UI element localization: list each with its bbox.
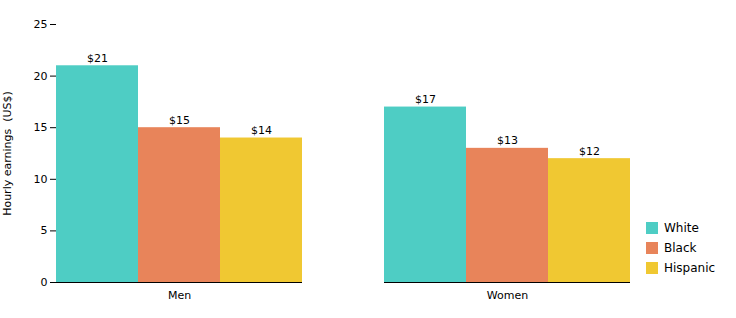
svg-text:Men: Men <box>168 289 191 302</box>
svg-text:Women: Women <box>487 289 528 302</box>
svg-text:15: 15 <box>34 121 48 134</box>
svg-text:$12: $12 <box>579 145 600 158</box>
svg-text:Hourly earnings (US$): Hourly earnings (US$) <box>1 91 14 216</box>
html-text:Black: Black <box>664 241 697 255</box>
svg-text:10: 10 <box>34 173 48 186</box>
svg-text:$15: $15 <box>169 114 190 127</box>
html-text:White: White <box>664 221 699 235</box>
svg-text:20: 20 <box>34 70 48 83</box>
svg-text:5: 5 <box>41 224 48 237</box>
html-text:Hispanic: Hispanic <box>664 261 716 275</box>
svg-text:$21: $21 <box>87 52 108 65</box>
svg-text:$14: $14 <box>251 124 272 137</box>
svg-text:$17: $17 <box>415 93 436 106</box>
svg-text:$13: $13 <box>497 134 518 147</box>
svg-text:25: 25 <box>34 18 48 31</box>
svg-text:0: 0 <box>41 276 48 289</box>
